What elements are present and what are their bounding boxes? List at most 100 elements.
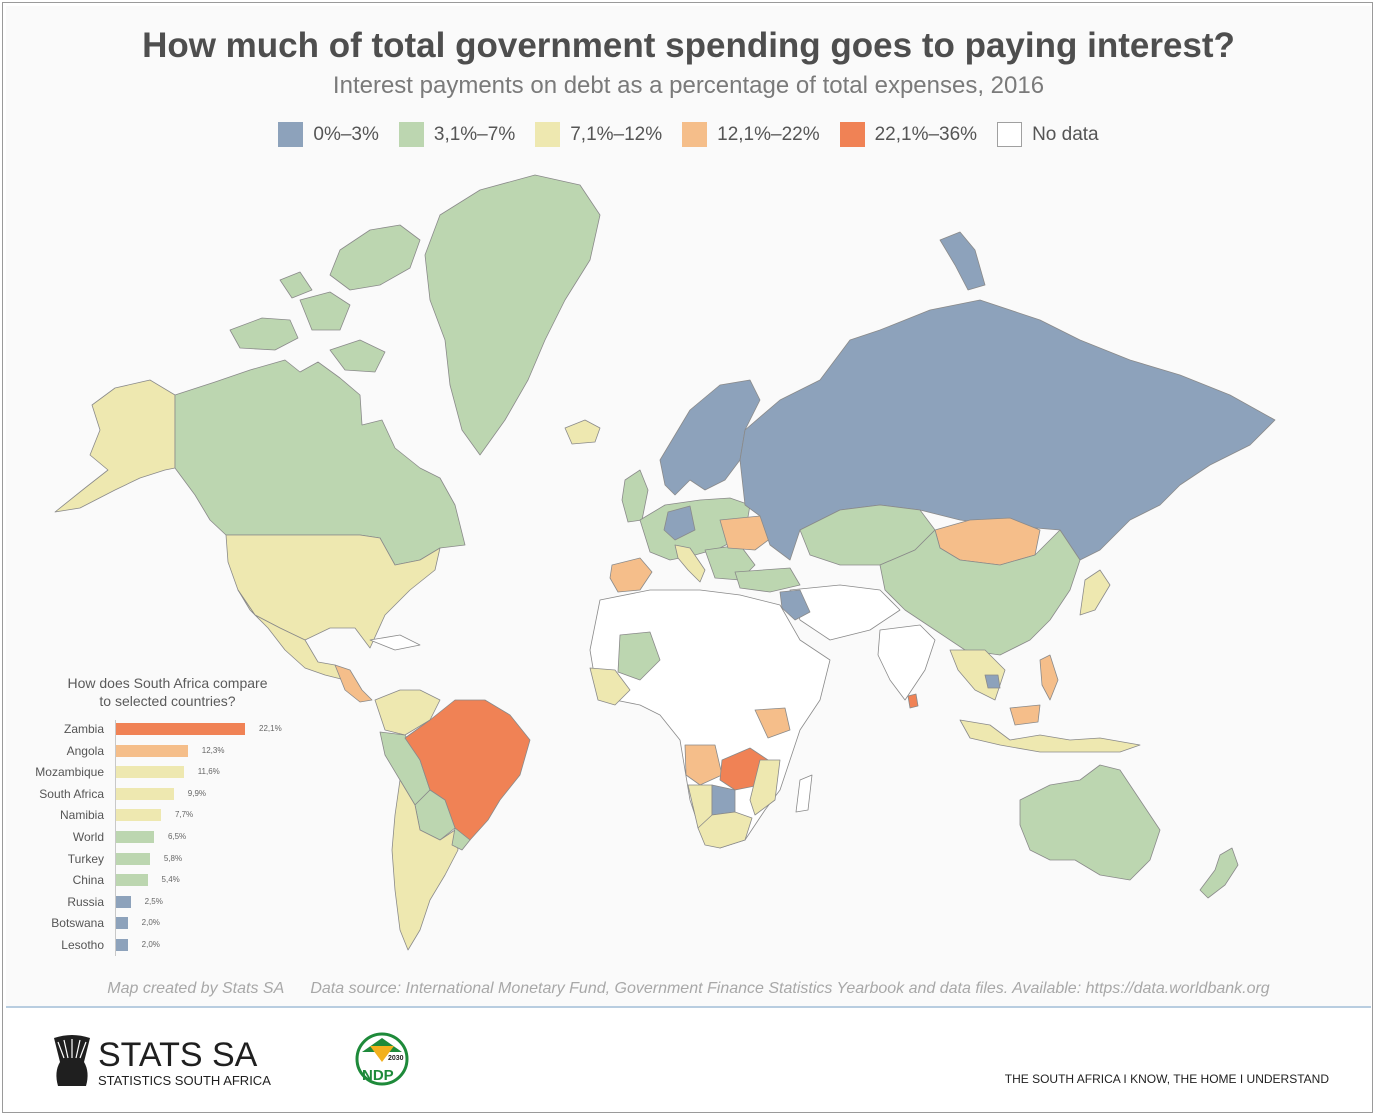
bar-value-label: 6,5%: [167, 832, 187, 841]
brand-subtitle: STATISTICS SOUTH AFRICA: [98, 1073, 271, 1088]
inset-bar-chart: Zambia 22,1% Angola 12,3% Mozambique 11,6% Sou…: [20, 720, 320, 960]
legend-swatch: [997, 122, 1023, 147]
bar-value-label: 5,4%: [161, 875, 180, 885]
legend-item-3-7: 3,1%–7%: [398, 122, 516, 147]
region-spain: [609, 557, 653, 593]
page-title: How much of total government spending go…: [142, 26, 1235, 65]
inset-title-line2: to selected countries?: [99, 693, 236, 709]
footer-divider: [6, 1006, 1371, 1008]
data-source: Data source: International Monetary Fund…: [310, 980, 1270, 997]
legend-swatch: [839, 122, 865, 147]
region-italy: [674, 544, 706, 583]
legend-swatch: [535, 122, 561, 147]
bar-row: World 6,5%: [20, 828, 320, 849]
legend-item-0-3: 0%–3%: [278, 122, 379, 147]
region-japan: [1079, 569, 1111, 616]
region-germany: [663, 505, 696, 541]
bar-value-label: 12,3%: [201, 745, 225, 755]
region-iceland: [564, 419, 601, 445]
bar: [116, 744, 188, 757]
region-indonesia: [959, 719, 1141, 753]
bar: [116, 831, 154, 843]
bar-category-label: Namibia: [59, 808, 104, 823]
region-caribbean: [369, 634, 421, 651]
region-greenland: [424, 174, 601, 456]
region-malaysia: [1009, 704, 1041, 726]
region-kenya: [754, 707, 791, 739]
legend-label: 7,1%–12%: [570, 123, 663, 145]
bar-row: South Africa 9,9%: [20, 785, 320, 806]
region-brazil: [404, 699, 531, 841]
region-new-zealand: [1199, 847, 1239, 899]
legend-item-no-data: No data: [997, 122, 1099, 147]
bar: [116, 723, 245, 735]
bar-value-label: 5,8%: [163, 853, 183, 863]
region-sri-lanka: [907, 693, 919, 709]
region-philippines: [1039, 654, 1059, 701]
bar: [116, 874, 148, 887]
legend-label: No data: [1032, 123, 1099, 145]
legend-label: 12,1%–22%: [717, 123, 820, 145]
bar-row: Botswana 2,0%: [20, 914, 320, 935]
region-australia: [1019, 764, 1161, 881]
region-china: [879, 529, 1081, 656]
bar-value-label: 2,0%: [141, 918, 160, 928]
region-india: [877, 624, 936, 701]
legend-item-12-22: 12,1%–22%: [682, 122, 820, 147]
legend-label: 3,1%–7%: [433, 123, 516, 145]
slogan: THE SOUTH AFRICA I KNOW, THE HOME I UNDE…: [1004, 1072, 1329, 1086]
region-russia: [739, 299, 1276, 561]
inset-axis-line: [115, 720, 116, 956]
region-south-africa: [697, 811, 753, 849]
ndp-year: 2030: [388, 1055, 404, 1062]
region-cambodia: [984, 674, 1001, 689]
region-uruguay: [451, 827, 471, 851]
legend-swatch: [682, 122, 708, 147]
region-angola: [684, 744, 723, 786]
bar-row: Namibia 7,7%: [20, 806, 320, 827]
region-iraq: [779, 589, 811, 621]
bar-category-label: Mozambique: [35, 765, 104, 780]
bar-value-label: 7,7%: [174, 810, 194, 820]
bar-category-label: South Africa: [39, 786, 104, 801]
bar-category-label: Lesotho: [61, 938, 104, 952]
legend-label: 22,1%–36%: [874, 123, 978, 145]
bar-value-label: 2,5%: [144, 896, 163, 906]
region-novaya-zemlya: [939, 231, 986, 291]
bar-category-label: Turkey: [67, 851, 104, 866]
legend: 0%–3% 3,1%–7% 7,1%–12% 12,1%–22% 22,1%–3…: [0, 122, 1377, 147]
legend-swatch: [278, 122, 304, 147]
region-canada-islands: [229, 224, 421, 373]
ndp-label: NDP: [362, 1067, 394, 1084]
region-botswana: [711, 784, 736, 816]
bar: [116, 895, 131, 908]
bar-row: Lesotho 2,0%: [20, 936, 320, 957]
bar-category-label: World: [72, 830, 104, 844]
legend-label: 0%–3%: [313, 123, 379, 145]
bar-category-label: Angola: [66, 743, 104, 758]
page-subtitle: Interest payments on debt as a percentag…: [332, 72, 1045, 99]
bar-row: Russia 2,5%: [20, 893, 320, 914]
legend-item-22-36: 22,1%–36%: [839, 122, 978, 147]
world-map: [54, 174, 1276, 951]
legend-item-7-12: 7,1%–12%: [535, 122, 662, 147]
bar: [116, 766, 184, 779]
region-turkey: [734, 567, 801, 593]
bar-value-label: 2,0%: [141, 940, 160, 949]
region-mozambique: [749, 759, 781, 816]
bar-category-label: Botswana: [51, 916, 104, 931]
region-argentina: [391, 779, 459, 951]
stats-sa-logo-icon: [54, 1035, 90, 1086]
ndp-logo-icon: 2030 NDP: [355, 1032, 409, 1086]
bar: [116, 787, 174, 800]
bar-row: Angola 12,3%: [20, 742, 320, 763]
region-colombia: [374, 689, 441, 736]
bar-category-label: Russia: [67, 894, 104, 909]
bar: [116, 917, 128, 930]
bar-category-label: Zambia: [63, 722, 104, 736]
inset-title: How does South Africa compare to selecte…: [40, 674, 295, 710]
bar-row: Mozambique 11,6%: [20, 763, 320, 784]
region-madagascar: [795, 774, 813, 813]
region-middle-east: [789, 584, 901, 641]
